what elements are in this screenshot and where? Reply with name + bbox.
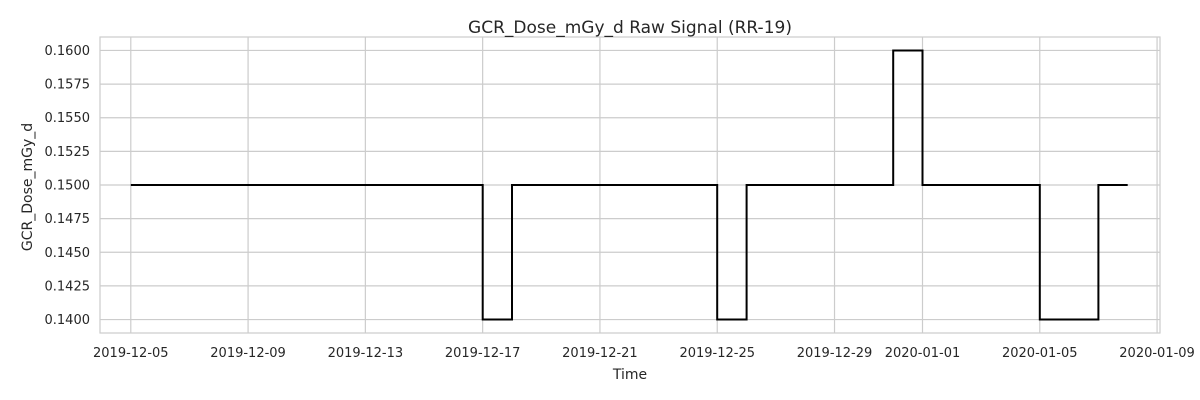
series-line-gcr-dose	[130, 49, 1128, 321]
y-tick-label: 0.1550	[45, 111, 91, 126]
y-tick-label: 0.1425	[45, 279, 91, 294]
x-tick-label: 2020-01-05	[1002, 346, 1078, 361]
y-tick-label: 0.1450	[45, 246, 91, 261]
x-tick-label: 2019-12-29	[797, 346, 873, 361]
plot-frame	[99, 36, 1161, 334]
x-tick-label: 2019-12-21	[562, 346, 638, 361]
y-tick-label: 0.1575	[45, 78, 91, 93]
chart-title: GCR_Dose_mGy_d Raw Signal (RR-19)	[468, 18, 792, 38]
x-tick-label: 2019-12-25	[679, 346, 755, 361]
y-tick-label: 0.1475	[45, 212, 91, 227]
x-tick-label: 2020-01-09	[1119, 346, 1195, 361]
x-axis-label: Time	[612, 367, 647, 383]
y-tick-label: 0.1400	[45, 313, 91, 328]
x-tick-label: 2020-01-01	[885, 346, 961, 361]
y-tick-labels: 0.1400 0.1425 0.1450 0.1475 0.1500 0.1525 0.15…	[45, 44, 91, 328]
x-tick-label: 2019-12-09	[210, 346, 286, 361]
y-axis-label: GCR_Dose_mGy_d	[20, 123, 36, 251]
x-tick-label: 2019-12-13	[328, 346, 404, 361]
y-tick-label: 0.1525	[45, 145, 91, 160]
y-tick-label: 0.1600	[45, 44, 91, 59]
y-tick-label: 0.1500	[45, 179, 91, 194]
x-tick-label: 2019-12-17	[445, 346, 521, 361]
x-tick-labels: 2019-12-05 2019-12-09 2019-12-13 2019-12-17…	[93, 346, 1195, 361]
x-tick-label: 2019-12-05	[93, 346, 169, 361]
